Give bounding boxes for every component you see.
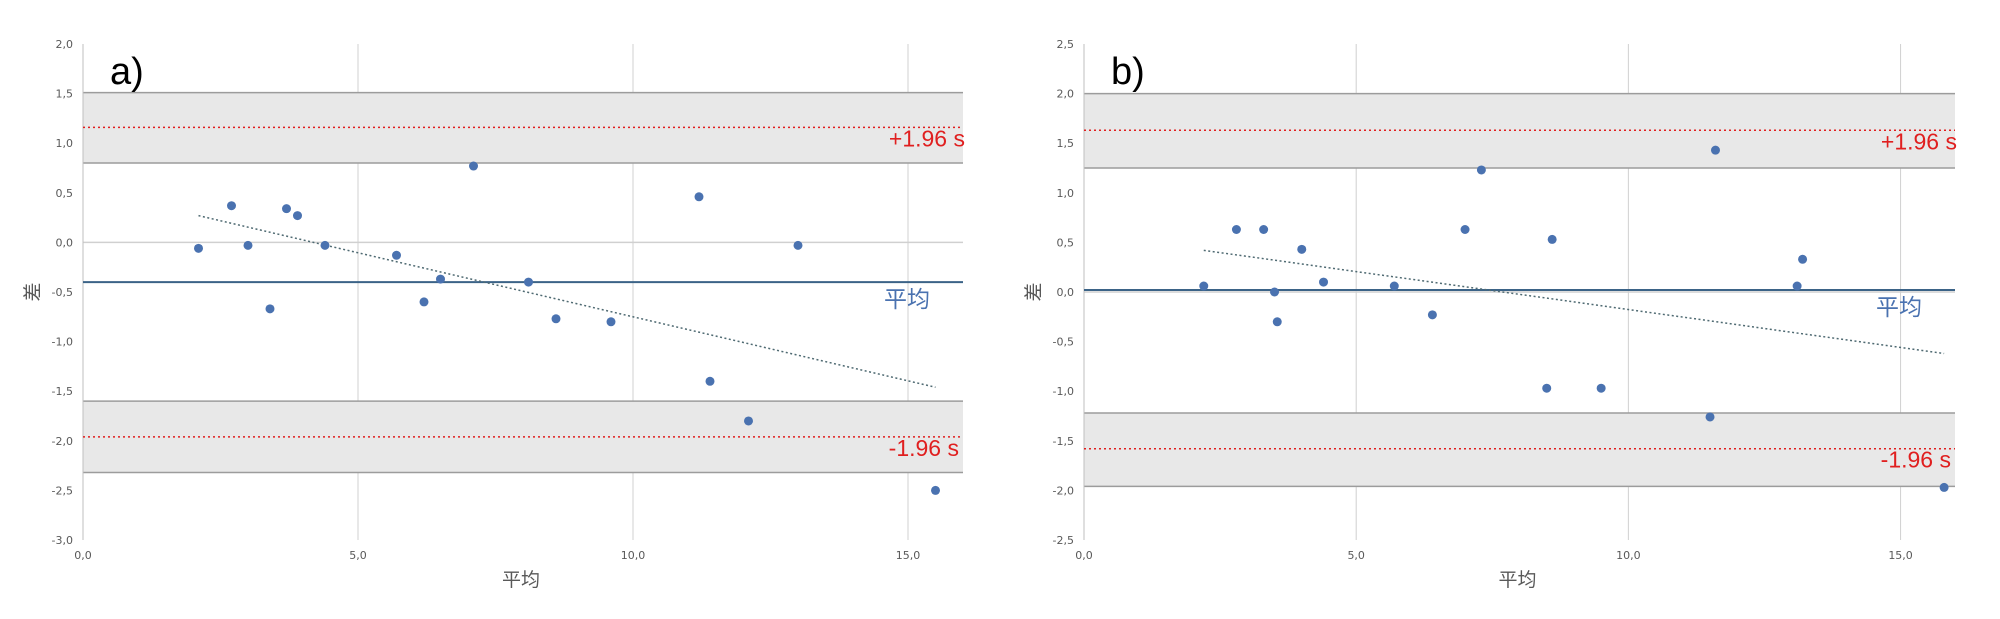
data-point [419, 297, 429, 307]
data-point [793, 240, 803, 250]
lower-loa-label: -1.96 s [889, 435, 959, 461]
y-tick-label: -0,5 [52, 286, 73, 299]
data-point [551, 314, 561, 324]
upper-loa-label: +1.96 s [889, 125, 965, 151]
x-tick-label: 15,0 [1888, 549, 1913, 562]
data-point [1272, 317, 1282, 327]
data-point [931, 485, 940, 495]
x-axis-label: 平均 [1498, 569, 1536, 591]
data-point [436, 274, 445, 284]
x-tick-label: 0,0 [1075, 549, 1093, 562]
y-tick-label: -2,5 [52, 484, 73, 497]
y-tick-label: 1,5 [1057, 137, 1075, 150]
data-point [1542, 383, 1552, 393]
y-tick-label: 0,5 [56, 187, 74, 200]
lower-band [1084, 413, 1955, 487]
data-point [243, 240, 253, 250]
data-point [524, 277, 533, 287]
data-point [293, 211, 302, 221]
y-tick-label: 0,5 [1057, 236, 1075, 249]
data-point [1710, 145, 1720, 155]
data-point [1798, 254, 1808, 264]
data-point [282, 204, 291, 214]
data-point [194, 243, 203, 253]
x-tick-label: 0,0 [74, 549, 92, 562]
y-tick-label: -1,0 [1053, 385, 1074, 398]
y-tick-label: -1,5 [1053, 435, 1074, 448]
y-tick-label: 2,0 [1057, 88, 1075, 101]
data-point [1427, 310, 1437, 320]
data-point [1705, 412, 1715, 422]
data-point [694, 192, 704, 202]
y-axis-label: 差 [22, 282, 44, 301]
data-point [1460, 225, 1470, 235]
x-axis-label: 平均 [502, 569, 540, 591]
data-point [744, 416, 753, 426]
lower-loa-label: -1.96 s [1881, 447, 1951, 473]
data-point [392, 250, 401, 260]
data-point [265, 304, 275, 314]
mean-label: 平均 [1876, 294, 1922, 320]
y-tick-label: 1,5 [56, 88, 74, 101]
y-tick-label: -1,0 [52, 336, 73, 349]
chart-panel-a: -3,0 -2,5 -2,0 -1,5 -1,0 -0,5 0,0 0,5 1,0 1,5 2,0 0… [22, 38, 965, 591]
y-tick-label: -2,5 [1053, 534, 1074, 547]
x-tick-label: 5,0 [349, 549, 367, 562]
data-point [1231, 225, 1241, 235]
data-point [606, 317, 616, 327]
y-tick-label: -0,5 [1053, 336, 1074, 349]
data-point [320, 240, 330, 250]
data-point [705, 376, 715, 386]
y-tick-label: 1,0 [1057, 187, 1075, 200]
y-tick-label: 2,5 [1057, 38, 1075, 51]
upper-loa-label: +1.96 s [1881, 128, 1957, 154]
data-point [1939, 482, 1949, 492]
y-tick-label: -1,5 [52, 385, 73, 398]
data-point [1297, 244, 1307, 254]
data-point [1319, 277, 1329, 287]
mean-label: 平均 [884, 286, 930, 312]
panel-label: b) [1111, 51, 1145, 93]
x-tick-label: 10,0 [621, 549, 646, 562]
data-point [1596, 383, 1606, 393]
chart-panel-b: -2,5 -2,0 -1,5 -1,0 -0,5 0,0 0,5 1,0 1,5 2,0 2,5 0,… [1023, 38, 1957, 591]
data-point [1259, 225, 1269, 235]
x-tick-label: 5,0 [1347, 549, 1365, 562]
trend-line [1203, 249, 1945, 355]
panel-label: a) [110, 51, 144, 93]
y-tick-label: 2,0 [56, 38, 74, 51]
data-point [1547, 234, 1557, 244]
y-tick-label: 1,0 [56, 137, 74, 150]
y-tick-label: -2,0 [1053, 484, 1074, 497]
x-tick-label: 15,0 [896, 549, 921, 562]
x-tick-label: 10,0 [1616, 549, 1641, 562]
data-point [227, 201, 236, 211]
y-axis-label: 差 [1023, 282, 1045, 301]
y-tick-label: 0,0 [56, 236, 74, 249]
data-point [1792, 281, 1802, 291]
data-point [1270, 287, 1280, 297]
data-point [1199, 281, 1209, 291]
trend-line [198, 214, 936, 388]
y-tick-label: -2,0 [52, 435, 73, 448]
data-point [469, 161, 478, 171]
y-tick-label: -3,0 [52, 534, 73, 547]
data-point [1476, 165, 1486, 175]
data-point [1389, 281, 1399, 291]
y-tick-label: 0,0 [1057, 286, 1075, 299]
